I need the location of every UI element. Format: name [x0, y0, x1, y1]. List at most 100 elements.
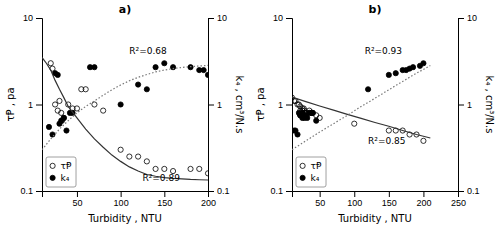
legend-label: k₄ [311, 173, 320, 183]
point [136, 154, 141, 159]
y-axis-tick-label: 10 [23, 13, 33, 23]
y2-axis-tick: 0.1 [208, 186, 230, 196]
y2-axis: 0.1110 [458, 13, 480, 196]
point [59, 110, 64, 115]
point [101, 108, 106, 113]
point [83, 87, 88, 92]
y-axis-tick: 10 [273, 13, 292, 23]
x-axis-tick-label: 100 [114, 198, 129, 208]
y-axis-tick-label: 0.1 [20, 186, 33, 196]
point [153, 166, 158, 171]
x-axis-tick-mark [164, 191, 165, 197]
x-axis-tick-label: 150 [157, 198, 172, 208]
x-axis-tick-mark [423, 191, 424, 197]
fit-line [292, 66, 430, 150]
annotation: R²=0.93 [365, 46, 402, 56]
chart: 501001502000.11100.1110R²=0.89R²=0.68a)T… [0, 0, 500, 227]
point [74, 106, 79, 111]
point [201, 67, 206, 72]
y2-axis-tick-mark [208, 18, 214, 19]
y2-axis-tick: 0.1 [458, 186, 480, 196]
point [118, 102, 123, 107]
y2-axis-title: k₄ , cm³/N.s [234, 76, 245, 134]
annotation: R²=0.68 [129, 46, 167, 56]
y-axis-tick-mark [286, 18, 292, 19]
legend-symbol [50, 163, 55, 168]
y-axis-tick-mark [286, 105, 292, 106]
y-axis-line [36, 19, 43, 192]
panel: 501001502002500.11100.1110R²=0.85R²=0.93… [255, 3, 495, 224]
y-axis-title: τⱣ , pa [255, 87, 266, 121]
title: b) [369, 3, 382, 16]
x-axis-tick-label: 50 [315, 198, 325, 208]
x-axis-tick-label: 50 [72, 198, 82, 208]
legend-items: τⱣ k₄ [300, 161, 322, 183]
y-axis-title: τⱣ , pa [5, 87, 16, 121]
y-axis-tick: 0.1 [270, 186, 292, 196]
point [162, 61, 167, 66]
y-axis-tick: 10 [23, 13, 42, 23]
y-axis-tick-mark [36, 105, 42, 106]
y2-axis-tick-mark [458, 105, 464, 106]
x-axis: 50100150200250 [293, 191, 467, 208]
y2-axis-tick-label: 10 [217, 13, 227, 23]
x-axis-tick: 50 [72, 191, 82, 208]
legend-items: τⱣ k₄ [50, 161, 72, 183]
point [50, 132, 55, 137]
fit-line [42, 65, 208, 149]
x-axis-tick: 100 [114, 191, 129, 208]
x-axis-tick: 200 [201, 191, 216, 208]
point [118, 147, 123, 152]
point [421, 138, 426, 143]
fit-line [42, 57, 208, 180]
x-axis-tick: 150 [157, 191, 172, 208]
point [48, 61, 53, 66]
legend: τⱣ k₄ [296, 157, 326, 187]
y2-axis-tick-mark [458, 18, 464, 19]
x-axis-tick-label: 250 [451, 198, 466, 208]
point [64, 128, 69, 133]
y2-axis: 0.1 1 10 [208, 13, 230, 196]
point [127, 154, 132, 159]
x-axis-tick-mark [77, 191, 78, 197]
y-axis-tick-label: 1 [278, 100, 283, 110]
point [136, 82, 141, 87]
legend-symbol [50, 175, 55, 180]
y2-axis-line [209, 19, 215, 192]
y2-axis-tick: 1 [208, 100, 222, 110]
y-axis-tick-mark [36, 18, 42, 19]
x-axis-tick: 250 [451, 191, 466, 208]
point [386, 128, 391, 133]
legend-item: k₄ [50, 173, 70, 183]
x-axis-tick-mark [121, 191, 122, 197]
point [410, 65, 415, 70]
title: a) [119, 3, 131, 16]
x-axis-tick-label: 200 [416, 198, 431, 208]
point [305, 115, 310, 120]
point [295, 132, 300, 137]
point [144, 87, 149, 92]
legend-label: τⱣ [311, 161, 322, 171]
y-axis-tick: 1 [28, 100, 42, 110]
point [61, 115, 66, 120]
point [352, 121, 357, 126]
annotation: R²=0.85 [368, 136, 405, 146]
point [205, 171, 208, 176]
point [386, 72, 391, 77]
x-axis-line [293, 192, 459, 198]
point [393, 71, 398, 76]
y2-axis-line [459, 19, 465, 192]
point [421, 61, 426, 66]
x-axis-tick-label: 200 [201, 198, 216, 208]
x-axis-tick-mark [354, 191, 355, 197]
x-axis: 50 100 150 200 [43, 191, 217, 208]
point [205, 72, 208, 77]
point [162, 166, 167, 171]
y-axis-tick-label: 10 [273, 13, 283, 23]
point [92, 102, 97, 107]
y2-axis-tick-mark [208, 191, 214, 192]
fit-line [292, 97, 430, 138]
y-axis-tick-label: 0.1 [270, 186, 283, 196]
legend-item: τⱣ [50, 161, 72, 171]
point [197, 166, 202, 171]
